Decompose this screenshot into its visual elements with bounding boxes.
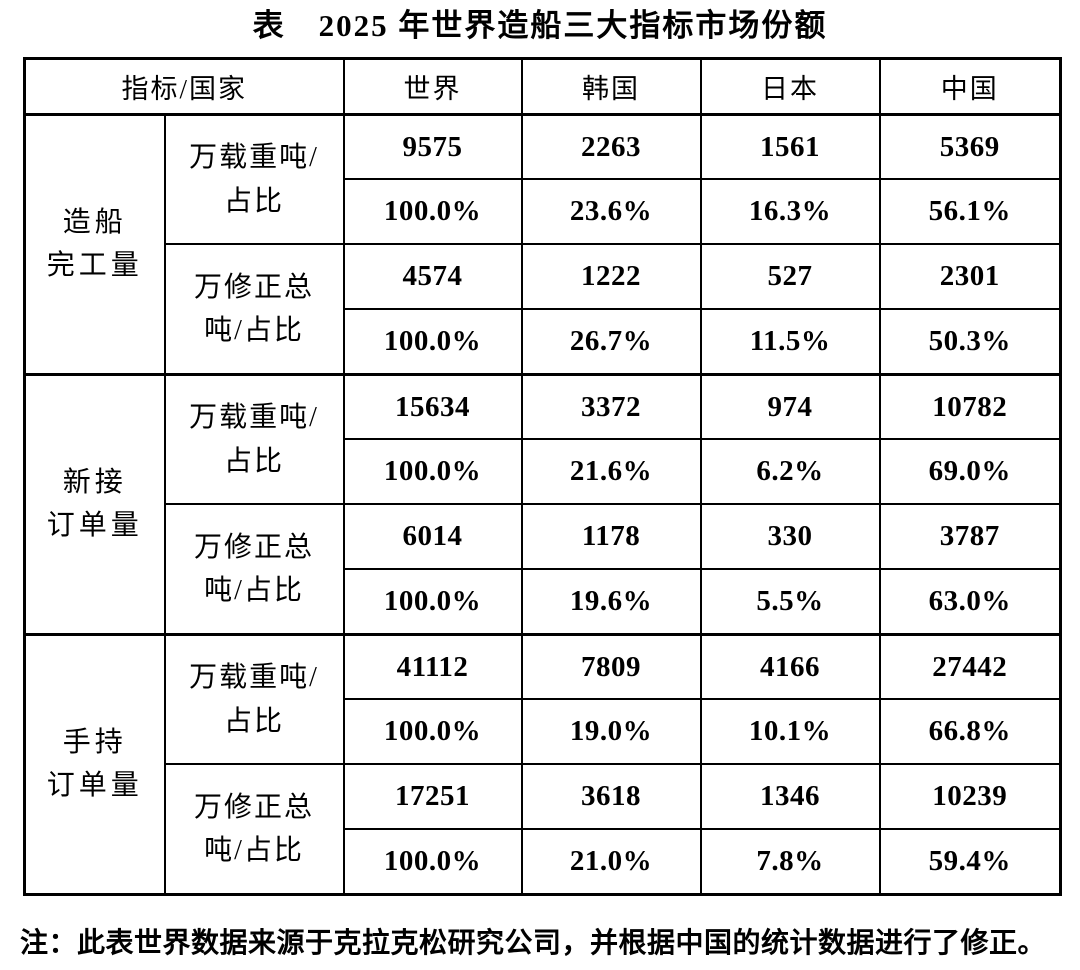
metric-label-cell: 万修正总 吨/占比	[163, 503, 345, 636]
table-row: 万修正总 吨/占比 4574 1222 527 2301	[25, 243, 1062, 376]
share-cell: 100.0%	[342, 438, 523, 506]
group-label-line: 新接	[62, 466, 127, 498]
share-cell: 6.2%	[699, 438, 881, 506]
metric-label-line: 吨/占比	[204, 315, 304, 346]
share-cell: 16.3%	[699, 178, 881, 246]
value-cell: 41112	[342, 632, 523, 701]
metric-label-line: 占比	[224, 705, 285, 737]
value-cell: 3618	[520, 763, 702, 831]
share-cell: 69.0%	[878, 438, 1062, 506]
value-cell: 974	[699, 372, 881, 441]
metric-label-line: 吨/占比	[204, 835, 304, 866]
share-cell: 5.5%	[699, 568, 881, 636]
share-cell: 10.1%	[699, 698, 881, 766]
col-header-japan: 日本	[699, 57, 881, 116]
value-cell: 15634	[342, 372, 523, 441]
market-share-table: 指标/国家 世界 韩国 日本 中国 造船 完工量 万载重吨/ 占比 9575 2…	[23, 56, 1063, 896]
metric-label-line: 万修正总	[194, 271, 315, 303]
value-cell: 7809	[520, 632, 702, 701]
col-header-korea: 韩国	[520, 57, 702, 116]
share-cell: 23.6%	[520, 178, 702, 246]
value-cell: 9575	[342, 112, 523, 181]
group-label-line: 完工量	[46, 250, 143, 282]
group-label-cell: 新接 订单量	[23, 372, 166, 636]
metric-label-line: 万载重吨/	[189, 662, 319, 694]
share-cell: 21.6%	[520, 438, 702, 506]
table-row: 新接 订单量 万载重吨/ 占比 15634 3372 974 10782	[23, 372, 1062, 636]
value-cell: 27442	[878, 632, 1062, 701]
share-cell: 63.0%	[878, 568, 1062, 636]
table-row: 手持 订单量 万载重吨/ 占比 41112 7809 4166 27442	[23, 632, 1062, 896]
metric-label-cell: 万载重吨/ 占比	[163, 112, 345, 246]
value-cell: 10239	[878, 763, 1062, 831]
share-cell: 100.0%	[342, 178, 523, 246]
value-cell: 4166	[699, 632, 881, 701]
share-cell: 59.4%	[878, 828, 1062, 896]
table-row: 100.0% 21.0% 7.8% 59.4%	[25, 828, 1062, 896]
share-cell: 100.0%	[342, 568, 523, 636]
table-row: 万修正总 吨/占比 17251 3618 1346 10239	[25, 763, 1062, 896]
metric-label-cell: 万修正总 吨/占比	[163, 763, 345, 896]
share-cell: 66.8%	[878, 698, 1062, 766]
metric-label-line: 吨/占比	[204, 575, 304, 606]
metric-label-line: 占比	[224, 185, 285, 217]
value-cell: 3787	[878, 503, 1062, 571]
share-cell: 11.5%	[699, 308, 881, 376]
value-cell: 1346	[699, 763, 881, 831]
value-cell: 1222	[520, 243, 702, 311]
value-cell: 17251	[342, 763, 523, 831]
group-label-line: 订单量	[46, 770, 143, 802]
value-cell: 2263	[520, 112, 702, 181]
value-cell: 10782	[878, 372, 1062, 441]
group-label-line: 订单量	[46, 510, 143, 542]
share-cell: 7.8%	[699, 828, 881, 896]
table-row: 100.0% 19.6% 5.5% 63.0%	[25, 568, 1062, 636]
share-cell: 21.0%	[520, 828, 702, 896]
metric-label-line: 占比	[224, 445, 285, 477]
share-cell: 100.0%	[342, 828, 523, 896]
group-label-cell: 造船 完工量	[23, 112, 166, 376]
share-cell: 56.1%	[878, 178, 1062, 246]
value-cell: 527	[699, 243, 881, 311]
col-header-china: 中国	[878, 57, 1062, 116]
table-row: 100.0% 21.6% 6.2% 69.0%	[25, 438, 1062, 506]
share-cell: 19.6%	[520, 568, 702, 636]
value-cell: 4574	[342, 243, 523, 311]
metric-label-line: 万载重吨/	[189, 142, 319, 174]
table-footnote: 注：此表世界数据来源于克拉克松研究公司，并根据中国的统计数据进行了修正。	[20, 927, 1047, 959]
table-row: 万修正总 吨/占比 6014 1178 330 3787	[25, 503, 1062, 636]
share-cell: 26.7%	[520, 308, 702, 376]
share-cell: 100.0%	[342, 698, 523, 766]
table-title: 表 2025 年世界造船三大指标市场份额	[252, 8, 828, 43]
corner-header-cell: 指标/国家	[23, 57, 345, 116]
metric-label-line: 万修正总	[194, 791, 315, 823]
table-row: 100.0% 23.6% 16.3% 56.1%	[25, 178, 1062, 246]
value-cell: 1178	[520, 503, 702, 571]
table-row: 造船 完工量 万载重吨/ 占比 9575 2263 1561 5369	[23, 112, 1062, 376]
group-label-line: 手持	[62, 726, 127, 758]
metric-label-cell: 万载重吨/ 占比	[163, 632, 345, 766]
metric-label-line: 万修正总	[194, 531, 315, 563]
table-row: 100.0% 26.7% 11.5% 50.3%	[25, 308, 1062, 376]
value-cell: 1561	[699, 112, 881, 181]
group-label-cell: 手持 订单量	[23, 632, 166, 896]
group-label-line: 造船	[62, 206, 127, 238]
metric-label-line: 万载重吨/	[189, 402, 319, 434]
table-row: 100.0% 19.0% 10.1% 66.8%	[25, 698, 1062, 766]
share-cell: 19.0%	[520, 698, 702, 766]
metric-label-cell: 万修正总 吨/占比	[163, 243, 345, 376]
value-cell: 330	[699, 503, 881, 571]
col-header-world: 世界	[342, 57, 523, 116]
value-cell: 6014	[342, 503, 523, 571]
metric-label-cell: 万载重吨/ 占比	[163, 372, 345, 506]
share-cell: 100.0%	[342, 308, 523, 376]
value-cell: 3372	[520, 372, 702, 441]
table-header-row: 指标/国家 世界 韩国 日本 中国	[23, 57, 1062, 116]
share-cell: 50.3%	[878, 308, 1062, 376]
value-cell: 2301	[878, 243, 1062, 311]
value-cell: 5369	[878, 112, 1062, 181]
